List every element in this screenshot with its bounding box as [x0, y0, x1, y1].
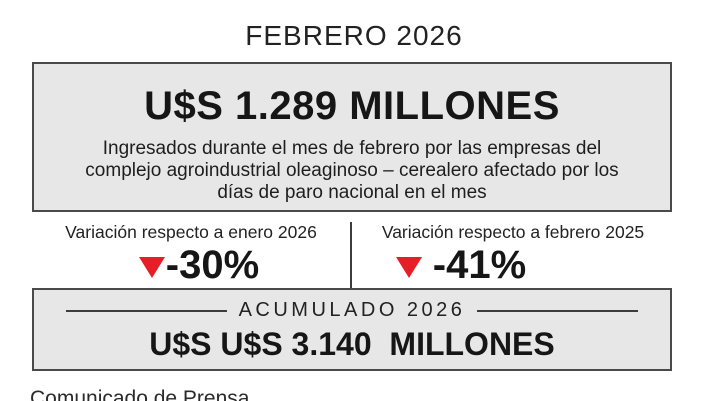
monthly-amount: U$S 1.289 MILLONES	[144, 84, 560, 128]
variations-row: Variación respecto a enero 2026 -30% Var…	[0, 222, 708, 292]
page-title: FEBRERO 2026	[245, 20, 463, 51]
right-horizontal-rule	[477, 309, 638, 312]
accumulated-amount: U$S U$S 3.140 MILLONES	[149, 326, 555, 362]
variation-value-row: -30%	[40, 245, 358, 285]
left-horizontal-rule	[66, 309, 227, 312]
variation-value: -30%	[165, 243, 260, 287]
variation-label: Variación respecto a enero 2026	[65, 222, 317, 242]
vertical-divider	[350, 222, 352, 292]
down-triangle-icon	[138, 256, 165, 278]
variation-value-row: -41%	[302, 245, 620, 285]
accumulated-header: ACUMULADO 2026	[34, 299, 670, 322]
footer-partial-text: Comunicado de Prensa	[30, 387, 250, 401]
monthly-description: Ingresados durante el mes de febrero por…	[34, 138, 670, 204]
variation-value: -41%	[432, 243, 527, 287]
variation-vs-previous-year: Variación respecto a febrero 2025 -41%	[354, 222, 672, 288]
accumulated-box: ACUMULADO 2026 U$S U$S 3.140 MILLONES	[32, 288, 672, 371]
monthly-description-line: días de paro nacional en el mes	[217, 182, 487, 203]
down-triangle-icon	[395, 256, 422, 278]
variation-label: Variación respecto a febrero 2025	[381, 222, 645, 242]
monthly-description-line: Ingresados durante el mes de febrero por…	[102, 138, 602, 159]
accumulated-title: ACUMULADO 2026	[238, 299, 466, 321]
variation-vs-previous-month: Variación respecto a enero 2026 -30%	[32, 222, 350, 288]
monthly-description-line: complejo agroindustrial oleaginoso – cer…	[85, 160, 619, 181]
monthly-amount-box: U$S 1.289 MILLONES Ingresados durante el…	[32, 62, 672, 212]
